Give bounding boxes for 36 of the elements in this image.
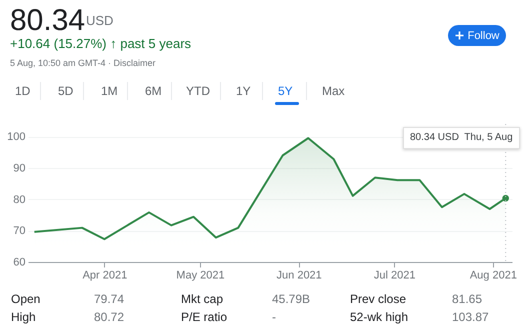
text: P/E ratio <box>181 310 228 324</box>
text: 6M <box>145 84 162 98</box>
text: 80.72 <box>94 310 124 324</box>
text: 1Y <box>236 84 251 98</box>
text: Prev close <box>350 292 406 306</box>
y-tick-label: 60 <box>13 256 26 268</box>
text: - <box>272 310 276 324</box>
annotation: 80.34 USD Thu, 5 Aug <box>403 127 520 149</box>
x-tick-label: Apr 2021 <box>82 270 128 282</box>
text: 5 Aug, 10:50 am GMT-4 · Disclaimer <box>10 58 156 68</box>
text: YTD <box>186 84 210 98</box>
x-tick-label: Jun 2021 <box>276 270 322 282</box>
text: +10.64 (15.27%) ↑ past 5 years <box>10 36 192 51</box>
text: 81.65 <box>452 292 482 306</box>
text: Max <box>322 84 345 98</box>
follow-button: Follow <box>448 25 506 46</box>
y-tick-label: 100 <box>7 131 26 144</box>
text: 103.87 <box>452 310 489 324</box>
text: 1M <box>101 84 118 98</box>
x-tick-label: Aug 2021 <box>470 270 517 282</box>
y-tick-label: 90 <box>13 162 26 174</box>
text: USD <box>86 13 114 28</box>
text: 45.79B <box>272 292 310 306</box>
x-tick-label: Jul 2021 <box>374 270 416 282</box>
text: Open <box>11 292 40 306</box>
y-tick-label: 80 <box>13 194 26 206</box>
text: 5Y <box>278 84 293 98</box>
text: 52-wk high <box>350 310 408 324</box>
x-tick-label: May 2021 <box>176 270 225 282</box>
text: 5D <box>58 84 74 98</box>
text: Mkt cap <box>181 292 224 306</box>
y-tick-label: 70 <box>13 225 26 238</box>
text: 80.34 <box>10 4 86 37</box>
text: 79.74 <box>94 292 124 306</box>
text: High <box>11 310 36 324</box>
text: 1D <box>15 84 30 98</box>
